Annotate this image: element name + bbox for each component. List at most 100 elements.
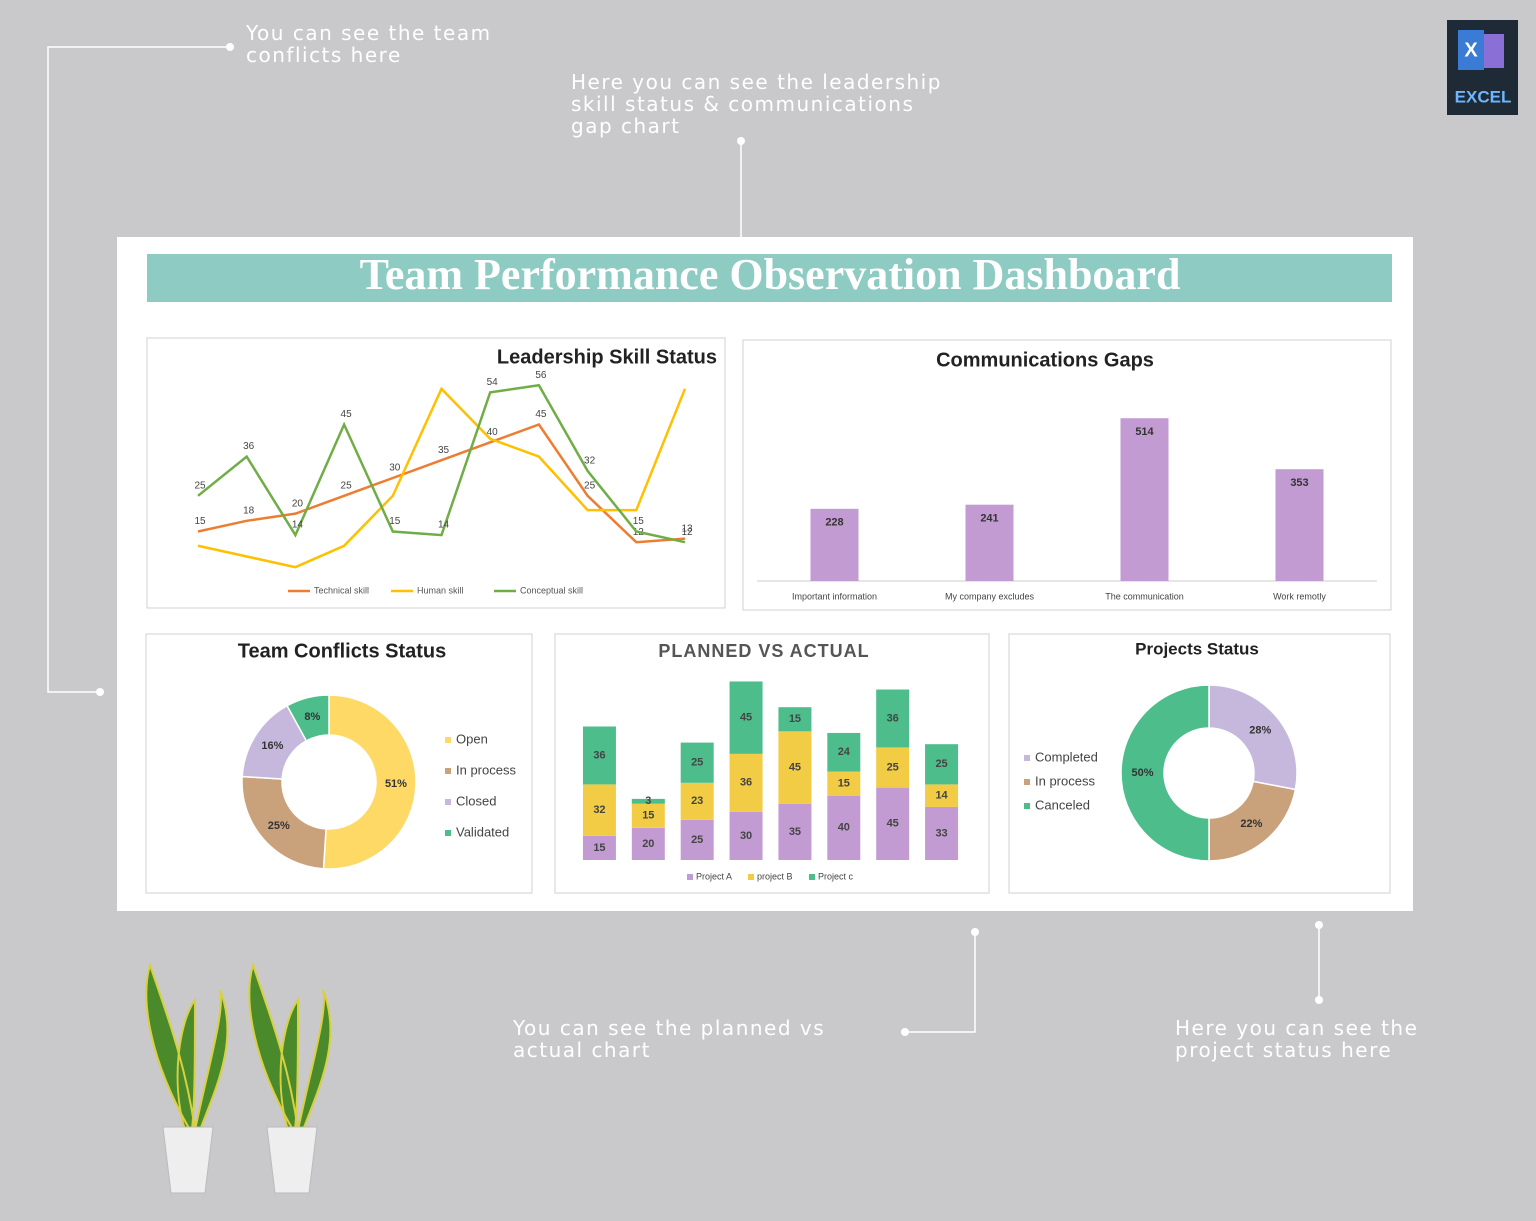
value-label: 45: [535, 409, 547, 420]
bar-segment: [778, 731, 812, 804]
value-label: 14: [438, 520, 450, 531]
value-label: 228: [825, 517, 843, 529]
legend-label: Canceled: [1035, 797, 1090, 812]
annotation: Here you can see the leadership skill st…: [571, 70, 942, 138]
plant: [248, 961, 332, 1131]
dot: [971, 928, 979, 936]
bar-segment: [876, 787, 910, 860]
dot: [1315, 996, 1323, 1004]
value-label: 35: [789, 826, 801, 838]
donut-segment: [322, 694, 417, 870]
value-label: 28%: [1249, 725, 1271, 737]
value-label: 25: [935, 758, 947, 770]
value-label: 18: [243, 505, 255, 516]
bar: [1120, 418, 1169, 581]
legend-label: Closed: [456, 793, 496, 808]
logo-mark: X: [1464, 39, 1478, 61]
title-banner: [147, 254, 1392, 302]
legend-label: Technical skill: [314, 585, 369, 595]
bar-segment: [582, 835, 616, 860]
bar-segment: [925, 784, 959, 807]
bar-segment: [876, 747, 910, 788]
value-label: 14: [292, 520, 304, 531]
bar-segment: [778, 803, 812, 860]
dot: [1315, 921, 1323, 929]
panel: [146, 337, 726, 609]
value-label: 20: [642, 838, 654, 850]
value-label: 36: [887, 712, 899, 724]
dot: [96, 688, 104, 696]
value-label: 30: [389, 463, 401, 474]
value-label: 12: [681, 527, 693, 538]
legend-swatch: [687, 874, 693, 880]
value-label: 14: [935, 790, 948, 802]
bar-segment: [631, 803, 665, 828]
value-label: 40: [487, 427, 499, 438]
x-tick-label: My company excludes: [945, 591, 1035, 601]
legend-label: Project A: [696, 871, 732, 881]
bar-segment: [827, 795, 861, 860]
value-label: 32: [584, 456, 596, 467]
value-label: 16%: [261, 740, 283, 752]
value-label: 45: [740, 712, 752, 724]
legend-swatch: [1024, 803, 1030, 809]
pot: [266, 1126, 318, 1194]
legend-label: Open: [456, 731, 488, 746]
bar: [810, 508, 859, 581]
bar-segment: [876, 689, 910, 748]
chart-title: Team Conflicts Status: [238, 640, 447, 662]
bar-segment: [680, 782, 714, 820]
bar-segment: [729, 753, 763, 812]
bar-segment: [729, 681, 763, 754]
value-label: 241: [980, 513, 998, 525]
legend-swatch: [445, 768, 451, 774]
value-label: 25%: [268, 820, 290, 832]
value-label: 15: [593, 842, 605, 854]
value-label: 15: [389, 516, 401, 527]
legend-label: Conceptual skill: [520, 585, 583, 595]
x-tick-label: The communication: [1105, 591, 1184, 601]
value-label: 33: [935, 827, 947, 839]
value-label: 25: [341, 480, 353, 491]
annotation: You can see the team conflicts here: [246, 21, 492, 67]
legend-label: In process: [456, 762, 516, 777]
value-label: 23: [691, 795, 703, 807]
annotation: You can see the planned vs actual chart: [513, 1016, 826, 1062]
legend-label: Completed: [1035, 749, 1098, 764]
connector: [905, 932, 976, 1033]
value-label: 15: [642, 810, 654, 822]
bar: [965, 504, 1014, 581]
chart-title: Communications Gaps: [936, 349, 1154, 371]
connector: [47, 46, 230, 693]
value-label: 25: [691, 757, 703, 769]
value-label: 51%: [385, 778, 407, 790]
value-label: 35: [438, 445, 450, 456]
bar-segment: [680, 742, 714, 783]
bar-segment: [778, 707, 812, 732]
value-label: 15: [633, 516, 645, 527]
connectors: [47, 46, 1320, 1033]
panel: [554, 633, 990, 894]
value-label: 45: [887, 818, 899, 830]
bar-segment: [680, 819, 714, 860]
legend-label: project B: [757, 871, 793, 881]
value-label: 50%: [1131, 767, 1153, 779]
value-label: 56: [535, 370, 547, 381]
legend-label: Human skill: [417, 585, 464, 595]
bar-segment: [925, 744, 959, 785]
legend-label: In process: [1035, 773, 1095, 788]
value-label: 13: [681, 523, 693, 534]
bar-segment: [631, 827, 665, 860]
legend-label: Project c: [818, 871, 854, 881]
plant: [145, 961, 229, 1131]
bar-segment: [729, 811, 763, 860]
dot: [901, 1028, 909, 1036]
value-label: 24: [838, 746, 851, 758]
logo-icon: [1458, 30, 1484, 70]
donut-segment: [241, 775, 327, 870]
value-label: 20: [292, 498, 304, 509]
legend-swatch: [1024, 779, 1030, 785]
chart-title: Leadership Skill Status: [497, 346, 717, 368]
